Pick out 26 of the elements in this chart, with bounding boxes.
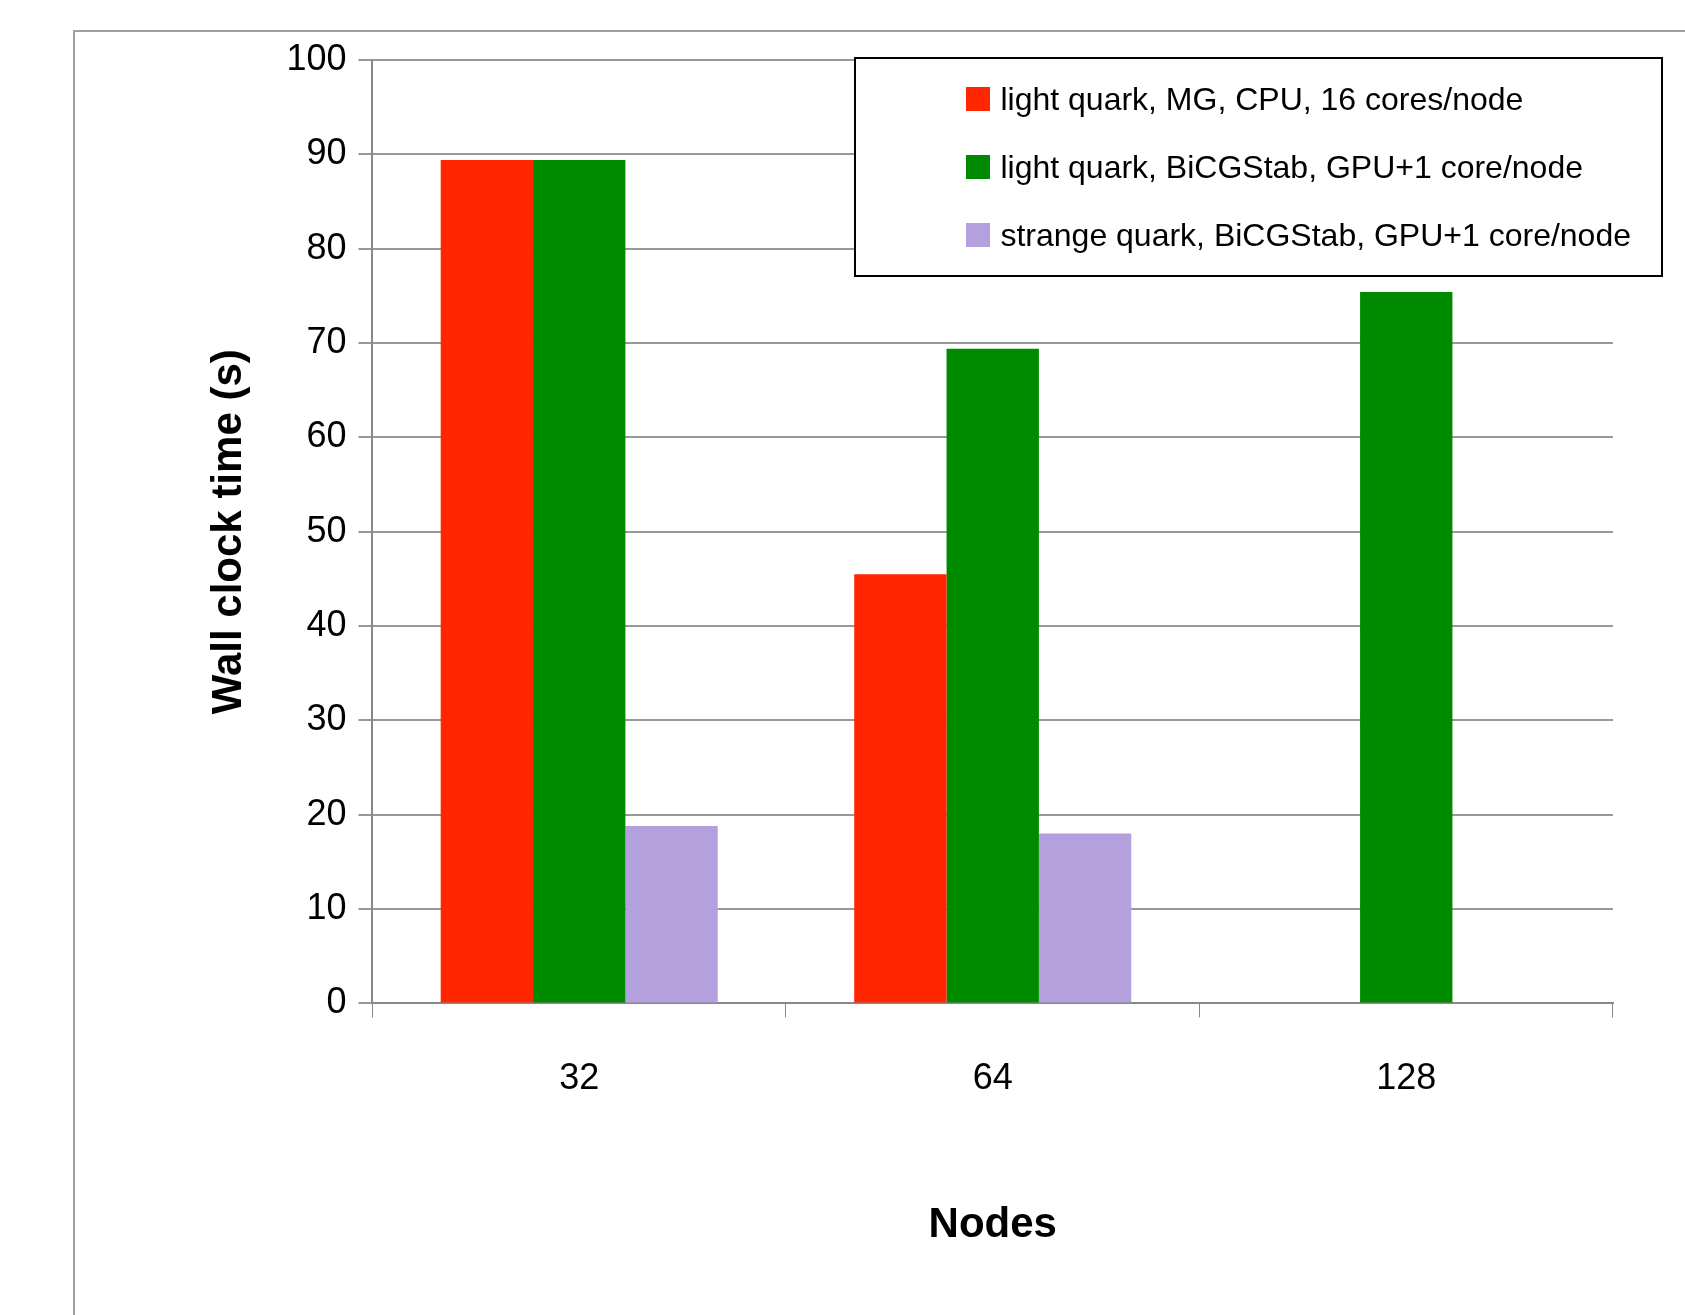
legend-label: strange quark, BiCGStab, GPU+1 core/node (999, 215, 1631, 255)
x-tick-label: 64 (972, 1055, 1013, 1097)
y-tick-label: 50 (306, 508, 347, 550)
x-axis-title: Nodes (928, 1199, 1057, 1247)
bar (1038, 833, 1132, 1003)
bar (533, 160, 626, 1003)
bar (625, 826, 718, 1003)
bar (946, 348, 1039, 1003)
bar (1360, 292, 1453, 1003)
legend-label: light quark, BiCGStab, GPU+1 core/node (999, 147, 1584, 187)
y-tick-label: 100 (286, 36, 347, 78)
y-tick-label: 0 (326, 980, 347, 1022)
x-tick-label: 128 (1376, 1055, 1437, 1097)
bar (854, 574, 947, 1003)
y-tick-label: 70 (306, 319, 347, 361)
legend-label: light quark, MG, CPU, 16 cores/node (999, 79, 1525, 119)
bar (440, 160, 534, 1003)
y-tick-label: 60 (306, 414, 347, 456)
y-tick-label: 10 (306, 885, 347, 927)
y-tick-label: 90 (306, 131, 347, 173)
y-tick-label: 40 (306, 602, 347, 644)
x-tick-label: 32 (559, 1055, 600, 1097)
y-tick-label: 30 (306, 697, 347, 739)
y-tick-label: 20 (306, 791, 347, 833)
y-axis-title: Wall clock time (s) (202, 349, 250, 715)
y-tick-label: 80 (306, 225, 347, 267)
